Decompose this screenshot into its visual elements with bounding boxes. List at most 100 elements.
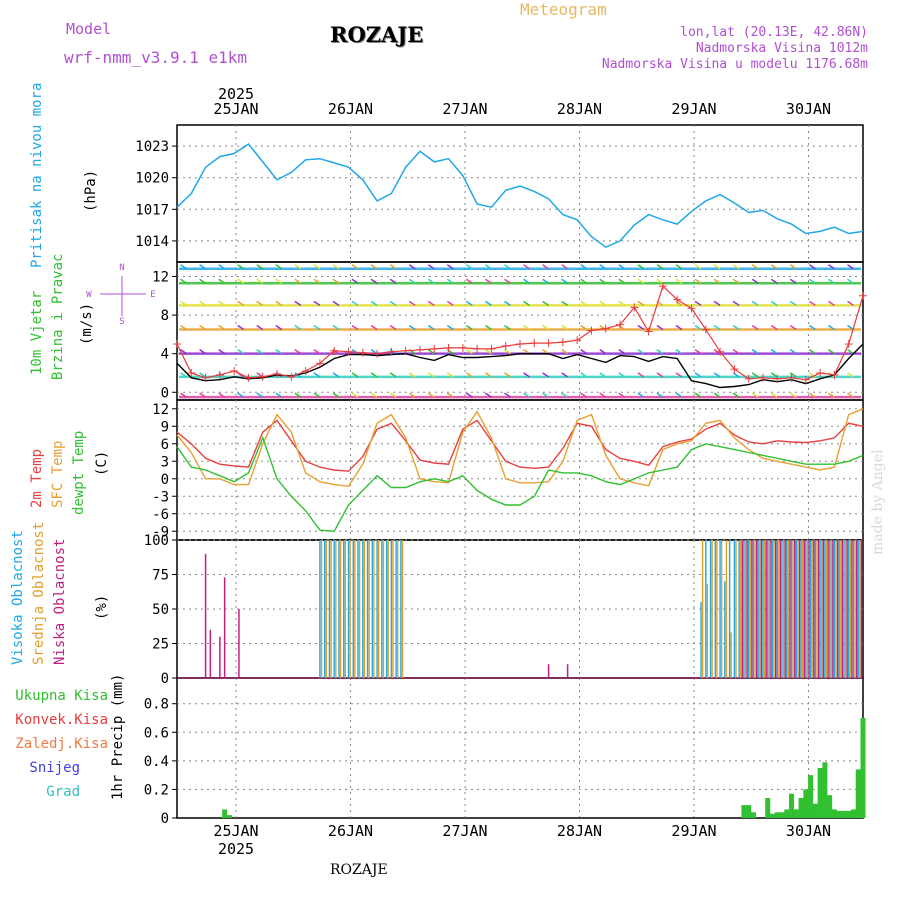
- wind-barb: [446, 392, 454, 398]
- wind-barb: [180, 300, 187, 307]
- wind-barb: [199, 392, 206, 398]
- y-tick-label: 6: [161, 437, 169, 453]
- wind-barb: [561, 300, 569, 307]
- wind-barb: [542, 324, 549, 331]
- wind-barb: [808, 392, 816, 398]
- wind-barb: [732, 372, 740, 378]
- wind-barb: [828, 349, 835, 355]
- wind-barb: [351, 278, 359, 284]
- y-tick-label: 0.6: [144, 725, 169, 741]
- wind-barb: [770, 349, 778, 355]
- wind-barb: [313, 300, 321, 307]
- wind-barb: [504, 324, 511, 331]
- x-label-bottom: 27JAN: [442, 822, 487, 840]
- coords-label: lon,lat (20.13E, 42.86N): [680, 25, 868, 40]
- wind-barb: [751, 278, 759, 284]
- wind-barb: [580, 300, 588, 307]
- wind-barb: [408, 300, 416, 307]
- x-label-top: 28JAN: [557, 100, 602, 118]
- wind-barb: [599, 264, 607, 270]
- wind-barb: [313, 349, 321, 355]
- pressure-axis-title: Pritisak na nivou mora: [29, 82, 45, 268]
- wind-barb: [485, 372, 492, 378]
- wind-barb: [580, 278, 588, 284]
- wind-barb: [256, 349, 264, 355]
- wind-barb: [275, 349, 283, 355]
- wind-barb: [808, 300, 816, 307]
- y-tick-label: 12: [152, 269, 169, 285]
- wind-barb: [561, 278, 569, 284]
- wind-barb: [351, 372, 359, 378]
- wind-barb: [789, 264, 797, 270]
- precip-bar: [226, 815, 232, 818]
- wind-barb: [389, 392, 397, 398]
- wind-barb: [828, 324, 835, 331]
- wind-barb: [485, 278, 492, 284]
- wind-barb: [504, 264, 511, 270]
- temp-unit: (C): [94, 450, 110, 476]
- wind-barb: [446, 372, 454, 378]
- wind-barb: [256, 264, 264, 270]
- y-tick-label: -3: [152, 489, 169, 505]
- precip-bar: [784, 809, 790, 818]
- wind-barb: [218, 324, 226, 331]
- temp-dewpt-line: [176, 435, 864, 533]
- temp-sfc-line: [176, 408, 864, 488]
- precip-bar: [808, 775, 814, 818]
- wind-barb: [847, 324, 854, 331]
- temp-2m-line: [176, 419, 864, 472]
- wind-barb: [808, 324, 816, 331]
- y-tick-label: 9: [161, 419, 169, 435]
- wind-barb: [675, 324, 683, 331]
- wind-barb: [408, 392, 416, 398]
- precip-bar: [750, 812, 756, 818]
- wind-barb: [275, 278, 283, 284]
- wind-barb: [256, 392, 264, 398]
- wind-barb: [389, 300, 397, 307]
- wind-barb: [199, 349, 206, 355]
- wind-barb: [370, 372, 378, 378]
- wind-barb: [332, 264, 340, 270]
- wind-barb: [275, 392, 283, 398]
- wind-barb: [523, 300, 530, 307]
- wind-barb: [732, 300, 740, 307]
- x-label-bottom: 28JAN: [557, 822, 602, 840]
- wind-barb: [789, 372, 797, 378]
- precip-bar: [846, 810, 852, 818]
- wind-barb: [313, 324, 321, 331]
- wind-barb: [580, 372, 588, 378]
- wind-barb: [237, 324, 245, 331]
- wind-barb: [275, 324, 283, 331]
- wind-barb: [523, 264, 530, 270]
- precip-bar: [850, 809, 856, 818]
- y-tick-label: 4: [161, 347, 169, 363]
- precip-bar: [779, 812, 785, 818]
- wind-barb: [770, 264, 778, 270]
- wind-barb: [599, 349, 607, 355]
- wind-barb: [713, 392, 721, 398]
- wind-barb: [618, 372, 626, 378]
- x-label-bottom: 30JAN: [786, 822, 831, 840]
- wind-barb: [828, 264, 835, 270]
- precip-bar: [827, 795, 833, 818]
- wind-barb: [675, 392, 683, 398]
- wind-barb: [332, 392, 340, 398]
- wind-barb: [732, 324, 740, 331]
- wind-barb: [847, 264, 854, 270]
- wind-barb: [675, 278, 683, 284]
- precip-bar: [769, 813, 775, 818]
- wind-barb: [370, 324, 378, 331]
- low-cloud-label: Niska Oblacnost: [52, 538, 68, 665]
- wind-barb: [256, 372, 264, 378]
- y-tick-label: 0.4: [144, 754, 169, 770]
- model-altitude-label: Nadmorska Visina u modelu 1176.68m: [601, 57, 868, 72]
- y-tick-label: 3: [161, 454, 169, 470]
- wind-barb: [713, 372, 721, 378]
- wind-barb: [180, 278, 187, 284]
- wind-barb: [751, 300, 759, 307]
- precip-bar: [841, 810, 847, 818]
- wind-barb: [408, 324, 416, 331]
- y-tick-label: -6: [152, 507, 169, 523]
- wind-barb: [427, 264, 435, 270]
- wind-barb: [789, 392, 797, 398]
